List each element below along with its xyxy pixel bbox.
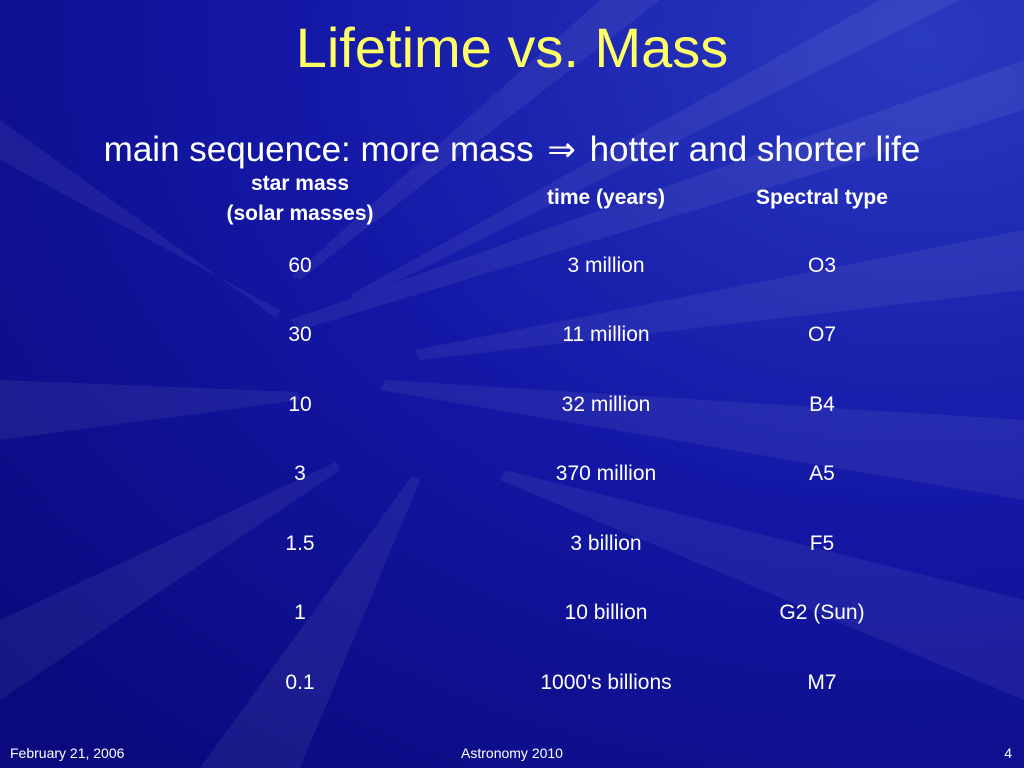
header-spectral-type: Spectral type (756, 186, 888, 209)
cell-type: G2 (Sun) (779, 601, 865, 624)
cell-time: 3 million (567, 254, 645, 277)
footer-date: February 21, 2006 (10, 745, 125, 761)
header-star-mass: star mass (250, 172, 350, 195)
cell-type: M7 (807, 671, 837, 694)
cell-mass: 1 (294, 601, 306, 624)
cell-mass: 30 (288, 323, 312, 346)
cell-mass: 3 (294, 462, 306, 485)
cell-time: 3 billion (570, 532, 642, 555)
cell-mass: 0.1 (285, 671, 315, 694)
cell-type: A5 (809, 462, 835, 485)
cell-type: O3 (807, 254, 836, 277)
cell-mass: 1.5 (285, 532, 315, 555)
header-solar-masses: (solar masses) (226, 202, 374, 225)
subtitle-text-start: main sequence: more mass (103, 130, 534, 169)
cell-time: 32 million (561, 393, 651, 416)
cell-time: 10 billion (564, 601, 648, 624)
cell-type: O7 (807, 323, 836, 346)
cell-time: 11 million (562, 323, 650, 346)
cell-mass: 60 (288, 254, 312, 277)
slide-title: Lifetime vs. Mass (295, 16, 729, 79)
cell-type: B4 (809, 393, 835, 416)
cell-mass: 10 (288, 393, 312, 416)
slide-number: 4 (1004, 745, 1012, 761)
subtitle-text-end: hotter and shorter life (589, 130, 921, 169)
cell-time: 1000's billions (540, 671, 672, 694)
cell-type: F5 (809, 532, 835, 555)
footer-course-name: Astronomy 2010 (461, 745, 563, 761)
slide-subtitle: main sequence: more mass ⇒ hotter and sh… (0, 128, 1024, 172)
cell-time: 370 million (555, 462, 657, 485)
header-time: time (years) (547, 186, 665, 209)
implies-arrow-icon: ⇒ (547, 130, 576, 170)
